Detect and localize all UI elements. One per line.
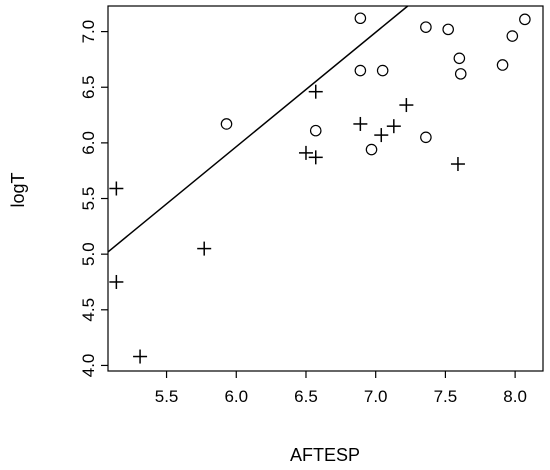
y-tick-label: 4.5	[79, 298, 98, 322]
x-tick-label: 6.5	[294, 387, 318, 406]
plot-frame	[107, 5, 544, 372]
x-tick-label: 8.0	[503, 387, 527, 406]
plus-point	[353, 116, 368, 131]
plus-point	[386, 119, 401, 134]
circle-point	[454, 68, 467, 80]
x-tick-label: 5.5	[155, 387, 179, 406]
circle-point	[453, 52, 466, 65]
circle-point	[519, 13, 531, 26]
x-tick-label: 7.0	[364, 387, 388, 406]
y-axis-label: logT	[8, 172, 28, 207]
plus-point	[197, 241, 212, 256]
plus-point	[374, 128, 389, 143]
circle-point	[506, 30, 519, 42]
plus-point	[133, 349, 148, 364]
circle-point	[376, 64, 389, 77]
x-tick-label: 7.5	[434, 387, 458, 406]
plus-point	[298, 145, 313, 160]
circle-point	[442, 23, 454, 36]
plus-point	[308, 84, 323, 99]
plus-point	[109, 181, 124, 196]
reference-line	[107, 5, 409, 253]
circle-point	[354, 12, 367, 25]
circle-point	[365, 143, 378, 156]
plus-point	[308, 150, 323, 165]
circle-point	[420, 131, 432, 144]
y-tick-label: 6.5	[79, 75, 98, 99]
y-tick-label: 6.0	[79, 131, 98, 155]
y-tick-label: 5.5	[79, 187, 98, 211]
circle-point	[496, 59, 509, 71]
x-tick-label: 6.0	[224, 387, 248, 406]
plus-point	[399, 98, 414, 113]
x-axis-label: AFTESP	[290, 445, 360, 465]
plus-point	[450, 157, 465, 172]
circle-point	[309, 124, 322, 137]
circle-point	[420, 21, 432, 33]
y-tick-label: 5.0	[79, 242, 98, 266]
y-tick-label: 4.0	[79, 354, 98, 378]
data-points	[109, 12, 531, 364]
plus-point	[109, 274, 124, 289]
x-axis: 5.5 6.0 6.5 7.0 7.5 8.0	[155, 371, 527, 406]
y-tick-label: 7.0	[79, 20, 98, 44]
y-axis: 4.0 4.5 5.0 5.5 6.0 6.5 7.0	[79, 20, 108, 377]
regression-line	[107, 5, 409, 253]
circle-point	[220, 118, 233, 130]
circle-point	[354, 64, 367, 77]
